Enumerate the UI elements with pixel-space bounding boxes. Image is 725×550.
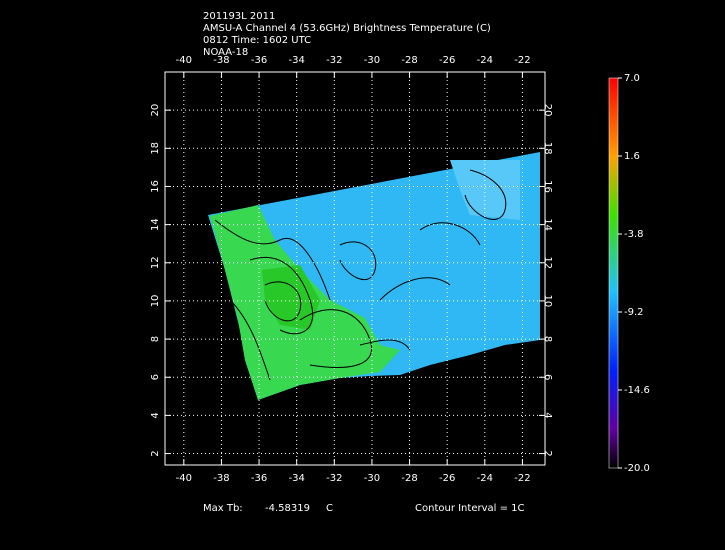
header-line: 0812 Time: 1602 UTC [203,35,311,46]
colorbar-label: 1.6 [624,151,640,162]
header-line: NOAA-18 [203,47,248,58]
x-tick-label: -24 [477,473,493,484]
colorbar-label: -9.2 [624,307,644,318]
colorbar-label: -14.6 [624,385,650,396]
y-tick-label: 10 [542,295,553,308]
header: 201193L 2011 AMSU-A Channel 4 (53.6GHz) … [203,11,491,58]
y-tick-label: 18 [150,142,161,155]
colorbar-label: -20.0 [624,463,650,474]
y-tick-label: 16 [150,180,161,193]
y-tick-label: 14 [542,218,553,231]
contour-interval: Contour Interval = 1C [415,503,525,514]
x-tick-label: -24 [477,55,493,66]
y-tick-label: 6 [542,374,553,380]
y-tick-label: 20 [150,104,161,117]
x-tick-label: -38 [213,473,229,484]
x-tick-label: -30 [364,55,380,66]
x-tick-label: -30 [364,473,380,484]
y-tick-label: 16 [542,180,553,193]
x-tick-label: -38 [213,55,229,66]
x-tick-label: -40 [176,55,192,66]
x-tick-label: -32 [326,473,342,484]
max-unit: C [326,503,333,514]
y-tick-label: 4 [542,412,553,418]
footer: Max Tb: -4.58319 C Contour Interval = 1C [203,503,525,514]
y-tick-label: 14 [150,218,161,231]
y-tick-label: 12 [542,256,553,269]
max-value: -4.58319 [265,503,310,514]
map-frame [164,71,546,466]
x-tick-label: -32 [326,55,342,66]
x-tick-label: -34 [289,473,305,484]
colorbar [608,77,619,469]
y-tick-label: 2 [150,450,161,456]
colorbar-label: 7.0 [624,73,640,84]
y-tick-label: 10 [150,295,161,308]
x-tick-label: -34 [289,55,305,66]
header-line: 201193L 2011 [203,11,275,22]
warm-core [262,265,320,330]
x-tick-label: -36 [251,473,267,484]
y-tick-label: 20 [542,104,553,117]
x-tick-label: -28 [401,473,417,484]
y-tick-label: 2 [542,450,553,456]
x-tick-label: -26 [439,55,455,66]
y-tick-label: 8 [150,336,161,342]
swath [208,152,540,400]
y-tick-label: 12 [150,256,161,269]
y-tick-label: 8 [542,336,553,342]
y-tick-label: 6 [150,374,161,380]
cold-patch [450,160,520,220]
x-tick-label: -28 [401,55,417,66]
y-tick-label: 18 [542,142,553,155]
x-tick-label: -26 [439,473,455,484]
x-tick-label: -22 [514,473,530,484]
y-tick-label: 4 [150,412,161,418]
header-line: AMSU-A Channel 4 (53.6GHz) Brightness Te… [203,23,491,34]
x-tick-label: -40 [176,473,192,484]
colorbar-label: -3.8 [624,229,644,240]
x-tick-label: -36 [251,55,267,66]
x-tick-label: -22 [514,55,530,66]
max-label: Max Tb: [203,503,243,514]
